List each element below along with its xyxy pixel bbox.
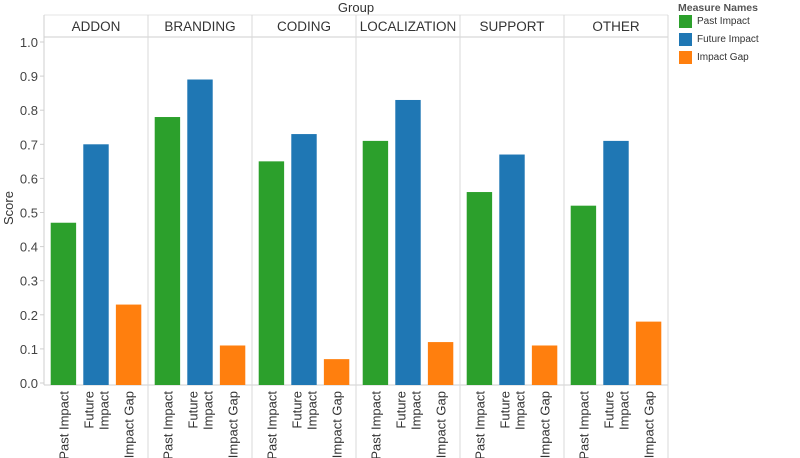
x-tick-label-localization-past-impact-0: Past Impact [368,391,383,458]
x-tick-label-branding-future-impact-1: Impact [201,391,216,430]
x-tick-label-localization-future-impact-1: Impact [409,391,424,430]
legend-swatch-impact-gap [679,50,692,64]
x-tick-label-coding-impact-gap-0: Impact Gap [330,391,345,458]
legend-label-future-impact: Future Impact [697,33,759,45]
bar-support-past-impact [466,192,493,385]
x-tick-label-coding-future-impact-0: Future [290,391,305,429]
bar-coding-future-impact [291,134,317,385]
y-tick-label-1-0: 1.0 [20,35,38,50]
legend-swatch-past-impact [679,14,692,28]
legend-item-past-impact[interactable]: Past Impact [679,14,750,28]
bar-branding-past-impact [154,117,181,386]
bar-localization-impact-gap [427,342,454,385]
y-tick-label-0-8: 0.8 [20,103,38,118]
bar-other-impact-gap [635,321,662,385]
legend-label-past-impact: Past Impact [697,15,750,27]
group-header-branding: BRANDING [164,19,235,34]
bar-branding-future-impact [187,79,213,385]
bar-support-future-impact [499,154,525,385]
y-tick-label-0-3: 0.3 [20,274,38,289]
y-tick-label-0-5: 0.5 [20,206,38,221]
column-header-label: Group [338,0,374,15]
x-tick-label-coding-past-impact-0: Past Impact [264,391,279,458]
bar-other-past-impact [570,205,597,385]
y-tick-label-0-7: 0.7 [20,137,38,152]
bar-addon-past-impact [50,222,77,385]
x-tick-label-addon-past-impact-0: Past Impact [56,391,71,458]
x-tick-label-branding-past-impact-0: Past Impact [160,391,175,458]
x-tick-label-support-impact-gap-0: Impact Gap [538,391,553,458]
y-tick-label-0-2: 0.2 [20,308,38,323]
bar-addon-impact-gap [115,304,142,385]
x-tick-label-addon-future-impact-0: Future [82,391,97,429]
x-tick-label-addon-future-impact-1: Impact [97,391,112,430]
x-tick-label-branding-impact-gap-0: Impact Gap [226,391,241,458]
y-tick-label-0-4: 0.4 [20,240,38,255]
x-tick-label-localization-impact-gap-0: Impact Gap [434,391,449,458]
y-tick-label-0-1: 0.1 [20,342,38,357]
x-tick-label-coding-future-impact-1: Impact [305,391,320,430]
y-axis-label: Score [1,191,16,225]
x-tick-label-other-future-impact-0: Future [602,391,617,429]
x-tick-label-other-impact-gap-0: Impact Gap [642,391,657,458]
bar-support-impact-gap [531,345,558,385]
x-tick-label-other-past-impact-0: Past Impact [576,391,591,458]
y-tick-label-0-0: 0.0 [20,376,38,391]
bar-localization-future-impact [395,99,421,385]
group-header-addon: ADDON [72,19,121,34]
x-tick-label-support-future-impact-1: Impact [513,391,528,430]
x-tick-label-support-future-impact-0: Future [498,391,513,429]
legend-label-impact-gap: Impact Gap [697,51,749,63]
bar-other-future-impact [603,140,629,385]
x-tick-label-other-future-impact-1: Impact [617,391,632,430]
legend-item-future-impact[interactable]: Future Impact [679,32,759,46]
x-tick-label-addon-impact-gap-0: Impact Gap [122,391,137,458]
x-tick-label-branding-future-impact-0: Future [186,391,201,429]
group-header-support: SUPPORT [479,19,544,34]
bar-branding-impact-gap [219,345,246,385]
bar-addon-future-impact [83,144,109,385]
y-tick-label-0-9: 0.9 [20,69,38,84]
plot-layer: 0.0 0.1 0.2 0.3 0.4 0.5 0.6 0.7 0.8 0.9 1.0 ADDON Pa… [20,14,669,458]
bar-coding-past-impact [258,161,285,385]
legend-item-impact-gap[interactable]: Impact Gap [679,50,749,64]
legend-swatch-future-impact [679,32,692,46]
y-tick-label-0-6: 0.6 [20,171,38,186]
bar-coding-impact-gap [323,359,350,385]
bar-localization-past-impact [362,140,389,385]
legend: Measure Names Past Impact Future Impact … [673,0,800,70]
legend-title: Measure Names [678,2,758,14]
group-header-localization: LOCALIZATION [360,19,457,34]
x-tick-label-support-past-impact-0: Past Impact [472,391,487,458]
group-header-other: OTHER [592,19,640,34]
group-header-coding: CODING [277,19,331,34]
x-tick-label-localization-future-impact-0: Future [394,391,409,429]
